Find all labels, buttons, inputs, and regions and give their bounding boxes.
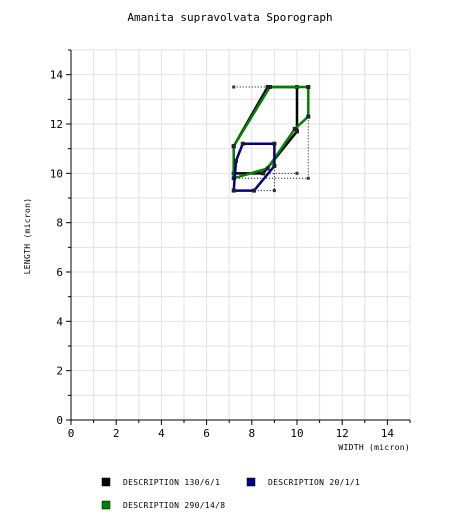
x-tick-label: 10	[290, 427, 303, 440]
data-point	[295, 129, 299, 134]
data-point	[272, 163, 277, 168]
data-point	[306, 114, 311, 119]
legend-swatch	[101, 477, 111, 487]
data-point	[240, 141, 245, 146]
data-point	[292, 126, 297, 131]
series-polygon	[232, 85, 310, 180]
legend-label: DESCRIPTION 20/1/1	[268, 478, 360, 487]
x-tick-label: 6	[203, 427, 210, 440]
y-tick-label: 10	[50, 167, 63, 180]
x-tick-label: 8	[248, 427, 255, 440]
x-tick-label: 0	[68, 427, 75, 440]
data-point	[272, 141, 277, 146]
y-tick-label: 8	[56, 217, 63, 230]
legend-swatch	[101, 500, 111, 510]
x-axis-label: WIDTH (micron)	[338, 443, 410, 452]
x-tick-label: 14	[381, 427, 395, 440]
chart-title: Amanita supravolvata Sporograph	[127, 11, 332, 24]
x-tick-label: 4	[158, 427, 165, 440]
grid	[71, 49, 411, 420]
data-point	[231, 144, 236, 149]
y-tick-label: 4	[56, 315, 63, 328]
y-tick-label: 6	[56, 266, 63, 279]
y-tick-label: 12	[50, 118, 63, 131]
range-point	[272, 189, 276, 193]
axes: 0 2 4 6 8 10 12 14 0 2 4 6 8 10 12 14	[50, 49, 411, 440]
legend: DESCRIPTION 130/6/1 DESCRIPTION 20/1/1 DES…	[101, 477, 360, 510]
data-point	[231, 188, 236, 193]
y-tick-label: 14	[50, 69, 64, 82]
y-tick-label: 2	[56, 365, 63, 378]
y-tick-label: 0	[56, 414, 63, 427]
data-point	[261, 171, 266, 176]
y-axis-label: LENGTH (micron)	[23, 198, 32, 275]
x-tick-label: 2	[113, 427, 120, 440]
legend-label: DESCRIPTION 130/6/1	[123, 478, 220, 487]
data-point	[252, 188, 257, 193]
series-group	[231, 85, 311, 193]
range-point	[306, 176, 310, 180]
data-point	[265, 85, 270, 89]
data-point	[306, 85, 311, 89]
data-point	[233, 159, 238, 163]
range-box-line	[233, 86, 309, 179]
data-point	[267, 85, 272, 89]
legend-swatch	[246, 477, 256, 487]
range-point	[295, 171, 299, 175]
data-point	[265, 166, 270, 171]
x-tick-label: 12	[336, 427, 349, 440]
legend-label: DESCRIPTION 290/14/8	[123, 501, 225, 510]
range-point	[232, 85, 236, 89]
